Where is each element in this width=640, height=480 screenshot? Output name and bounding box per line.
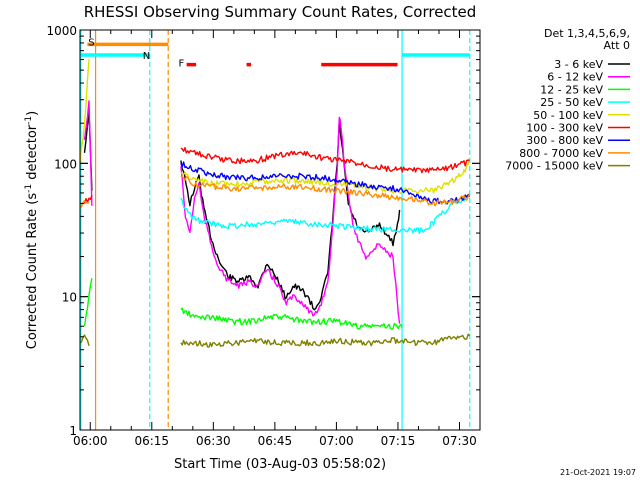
series-line-300-800-kev [180, 161, 471, 205]
y-tick-label: 1000 [46, 24, 77, 38]
legend-label: 100 - 300 keV [526, 122, 603, 135]
footer-date: 21-Oct-2021 19:07 [560, 468, 636, 477]
status-label-F: F [178, 59, 184, 70]
status-label-S: S [88, 37, 94, 48]
legend-label: 12 - 25 keV [540, 83, 603, 96]
series-line-25-50-kev [180, 193, 471, 234]
status-label-N: N [143, 51, 150, 62]
y-axis-label-exponent-1: -1 [24, 184, 34, 193]
series-line-6-12-kev [83, 100, 401, 324]
legend-label: 6 - 12 keV [547, 71, 603, 84]
y-axis-label-main: Corrected Count Rate (s [25, 193, 40, 350]
legend-header-line: Det 1,3,4,5,6,9, [544, 27, 630, 40]
x-tick-label: 07:30 [442, 434, 477, 448]
y-axis-label: Corrected Count Rate (s-1 detector-1) [24, 111, 40, 349]
series-line-100-300-kev [83, 147, 470, 204]
series-line-50-100-kev [79, 59, 471, 194]
series-line-7000-15000-kev [79, 333, 471, 348]
y-axis-label-end: ) [25, 111, 40, 116]
legend-header-line: Att 0 [604, 39, 630, 52]
x-axis-label: Start Time (03-Aug-03 05:58:02) [174, 457, 386, 472]
legend-label: 50 - 100 keV [533, 109, 603, 122]
x-tick-label: 06:00 [73, 434, 108, 448]
data-series [79, 59, 471, 348]
legend-label: 3 - 6 keV [554, 58, 603, 71]
series-line-800-7000-kev [79, 175, 471, 208]
legend-label: 800 - 7000 keV [519, 147, 603, 160]
legend-label: 7000 - 15000 keV [505, 160, 603, 173]
y-tick-label: 100 [54, 157, 77, 171]
y-axis-ticks: 1 10 100 1000 [46, 24, 480, 438]
x-axis-ticks: 06:00 06:15 06:30 06:45 07:00 07:15 07:30 [73, 30, 481, 448]
y-axis-label-mid: detector [25, 124, 40, 184]
x-tick-label: 07:00 [319, 434, 354, 448]
series-line-12-25-kev [83, 278, 403, 330]
x-tick-label: 07:15 [381, 434, 416, 448]
x-tick-label: 06:15 [134, 434, 169, 448]
x-tick-label: 06:45 [258, 434, 293, 448]
y-tick-label: 10 [62, 291, 77, 305]
status-markers: S N F [80, 30, 471, 430]
legend-label: 300 - 800 keV [526, 134, 603, 147]
y-axis-label-exponent-2: -1 [24, 116, 34, 125]
chart-title: RHESSI Observing Summary Count Rates, Co… [84, 3, 477, 21]
x-tick-label: 06:30 [196, 434, 231, 448]
legend-label: 25 - 50 keV [540, 96, 603, 109]
plot-frame [79, 29, 481, 431]
y-tick-label: 1 [69, 424, 77, 438]
